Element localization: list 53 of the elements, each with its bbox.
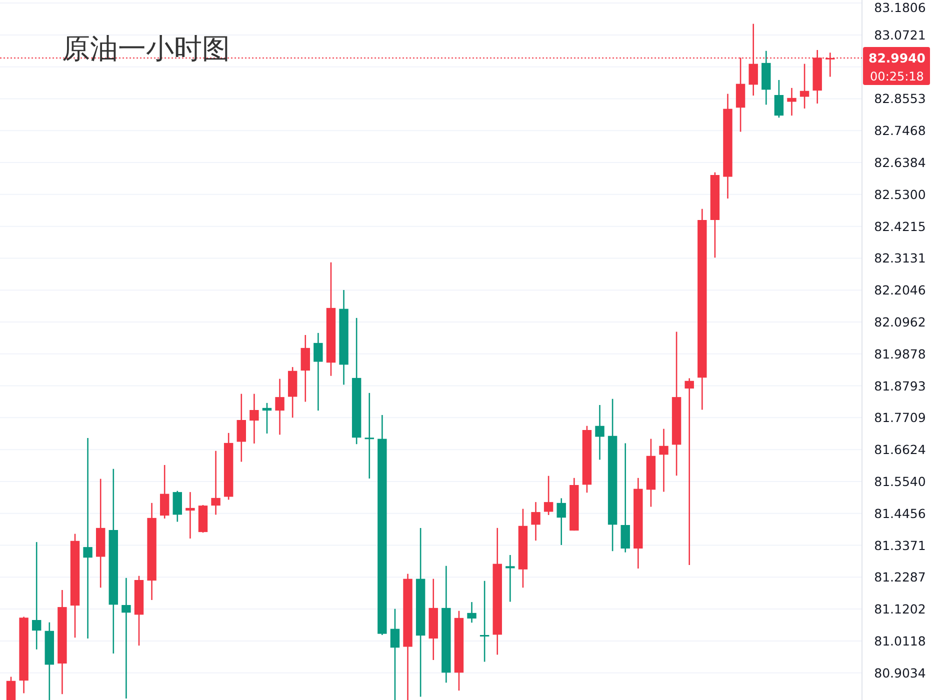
candlestick <box>364 392 374 480</box>
text: 原油一小时图 <box>62 32 230 65</box>
candlestick <box>83 437 92 640</box>
y-tick-label: 81.0118 <box>874 633 926 648</box>
y-tick-label: 82.2046 <box>874 282 926 298</box>
candlestick <box>684 378 694 566</box>
y-tick-label: 83.1806 <box>874 0 926 15</box>
y-tick-label: 80.9034 <box>874 665 926 680</box>
y-tick-label: 82.3131 <box>874 250 926 266</box>
y-tick-label: 82.0962 <box>874 314 926 330</box>
y-tick-label: 81.8793 <box>874 378 926 394</box>
y-tick-label: 82.8553 <box>874 91 926 106</box>
y-tick-label: 81.9878 <box>874 346 926 362</box>
y-tick-label: 81.6624 <box>874 442 926 458</box>
candlestick <box>314 332 323 412</box>
candlestick <box>172 490 182 522</box>
candlestick <box>160 464 170 520</box>
y-tick-label: 82.7468 <box>874 123 926 138</box>
y-tick-label: 81.2287 <box>874 570 926 585</box>
candlestick <box>300 334 310 402</box>
candlestick <box>544 475 554 516</box>
y-tick-label: 82.4215 <box>874 218 926 234</box>
candlestick <box>186 491 195 540</box>
candlestick <box>32 541 42 650</box>
candlestick <box>236 393 246 462</box>
candlestick <box>122 577 131 700</box>
y-tick-label: 83.0721 <box>874 27 926 42</box>
y-tick-label: 81.4456 <box>874 506 926 521</box>
candlestick <box>211 450 220 516</box>
candlestick <box>556 498 566 546</box>
candlestick <box>6 676 16 700</box>
y-tick-label: 81.1202 <box>874 602 926 617</box>
candlestick <box>531 501 540 542</box>
candlestick <box>390 608 400 700</box>
candlestick <box>275 378 284 436</box>
y-tick-label: 82.6384 <box>874 155 926 170</box>
candlestick <box>467 601 476 624</box>
y-tick-label: 81.7709 <box>874 410 926 426</box>
text: 00:25:18 <box>870 69 924 84</box>
candlestick <box>262 402 272 434</box>
y-tick-label: 82.5300 <box>874 186 926 202</box>
candlestick <box>787 87 796 116</box>
y-tick-label: 81.3371 <box>874 538 926 553</box>
candlestick <box>250 393 259 444</box>
candlestick <box>800 63 810 110</box>
ref-line-label: 82.9940 <box>868 50 926 66</box>
candlestick <box>659 428 668 492</box>
candlestick <box>774 79 784 118</box>
y-tick-label: 81.5540 <box>874 474 926 489</box>
candlestick <box>620 442 630 554</box>
candlestick <box>595 404 604 460</box>
candlestick <box>506 554 515 602</box>
candlestick <box>480 580 490 662</box>
